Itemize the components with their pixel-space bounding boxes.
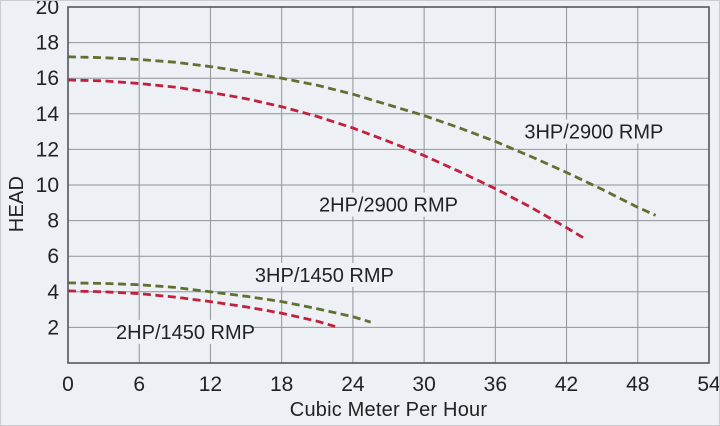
x-axis-title: Cubic Meter Per Hour bbox=[289, 399, 488, 421]
curve-3hp-2900 bbox=[67, 55, 657, 217]
y-axis-title: HEAD bbox=[6, 175, 28, 233]
series-label-bg-3hp-2900 bbox=[529, 119, 659, 144]
y-tick-label-6: 6 bbox=[47, 245, 59, 268]
y-tick-label-10: 10 bbox=[36, 174, 59, 197]
y-tick-label-20: 20 bbox=[36, 1, 59, 19]
y-tick-label-2: 2 bbox=[47, 316, 59, 339]
y-tick-label-16: 16 bbox=[36, 67, 59, 90]
x-tick-label-24: 24 bbox=[341, 373, 365, 396]
series-label-2hp-1450: 2HP/1450 RMP bbox=[116, 322, 255, 344]
x-tick-label-0: 0 bbox=[62, 373, 74, 396]
curve-2hp-1450 bbox=[67, 289, 336, 328]
x-tick-label-36: 36 bbox=[484, 373, 507, 396]
y-tick-label-4: 4 bbox=[47, 281, 59, 304]
plot-border bbox=[67, 6, 710, 364]
x-tick-label-18: 18 bbox=[270, 373, 293, 396]
y-tick-label-18: 18 bbox=[36, 32, 59, 55]
series-label-bg-2hp-2900 bbox=[323, 192, 454, 217]
y-tick-label-12: 12 bbox=[36, 138, 59, 161]
curve-2hp-2900 bbox=[67, 78, 586, 240]
x-tick-label-48: 48 bbox=[626, 373, 649, 396]
y-tick-label-8: 8 bbox=[47, 210, 59, 233]
series-label-bg-3hp-1450 bbox=[259, 262, 390, 287]
x-tick-label-54: 54 bbox=[697, 373, 720, 396]
x-tick-label-6: 6 bbox=[133, 373, 145, 396]
series-label-3hp-1450: 3HP/1450 RMP bbox=[255, 265, 394, 287]
x-tick-label-30: 30 bbox=[412, 373, 435, 396]
x-tick-label-42: 42 bbox=[555, 373, 578, 396]
series-label-bg-2hp-1450 bbox=[120, 319, 251, 344]
y-tick-label-14: 14 bbox=[36, 103, 60, 126]
x-tick-label-12: 12 bbox=[199, 373, 222, 396]
series-label-3hp-2900: 3HP/2900 RMP bbox=[524, 122, 663, 144]
curve-3hp-1450 bbox=[67, 281, 372, 324]
series-label-2hp-2900: 2HP/2900 RMP bbox=[319, 195, 458, 217]
